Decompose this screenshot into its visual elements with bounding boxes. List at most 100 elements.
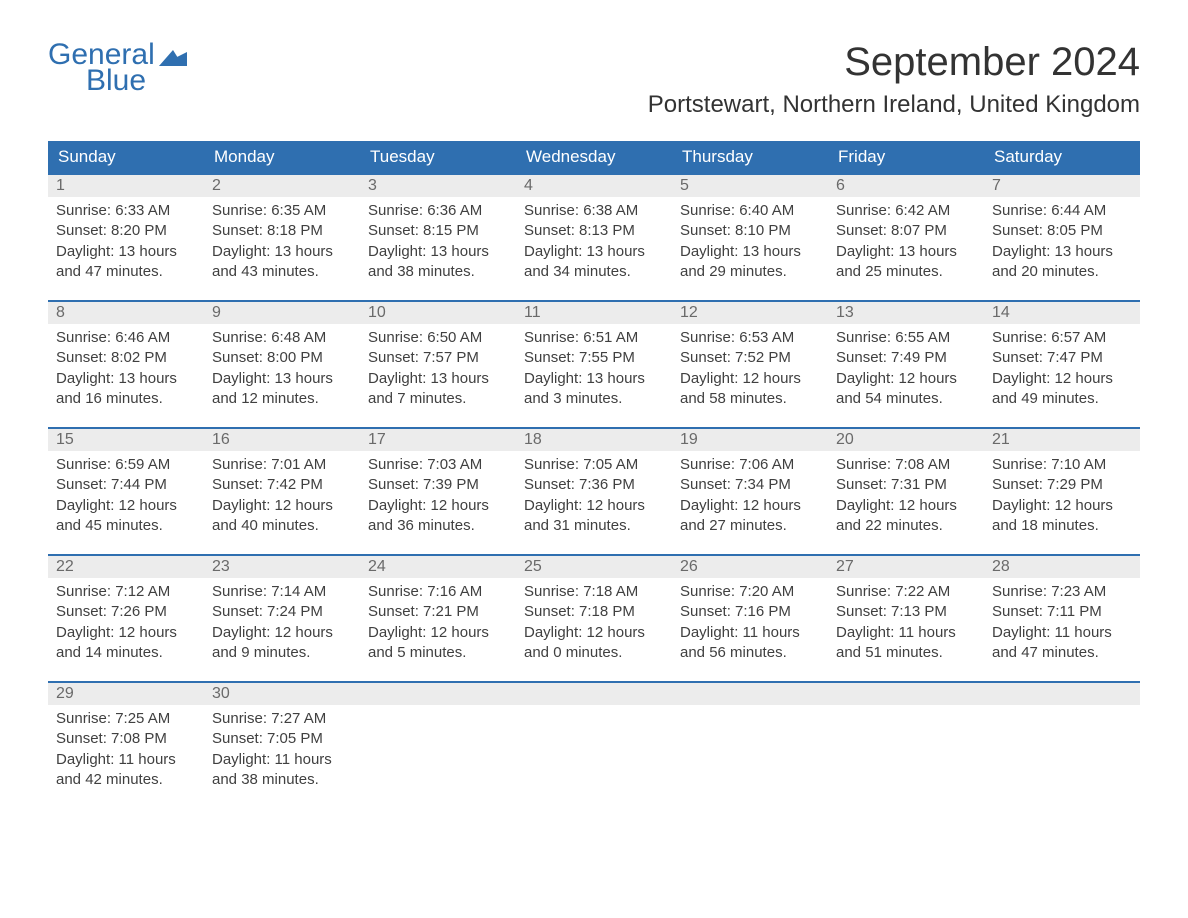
sunset-line: Sunset: 8:05 PM bbox=[992, 221, 1132, 241]
daylight-line-2: and 54 minutes. bbox=[836, 389, 976, 409]
sunrise-line: Sunrise: 6:55 AM bbox=[836, 328, 976, 348]
day-number-cell: 13 bbox=[828, 301, 984, 324]
day-content-cell bbox=[828, 705, 984, 808]
day-content-cell bbox=[360, 705, 516, 808]
day-content-cell bbox=[672, 705, 828, 808]
daylight-line-2: and 27 minutes. bbox=[680, 516, 820, 536]
daylight-line-1: Daylight: 12 hours bbox=[836, 369, 976, 389]
day-number-cell bbox=[828, 682, 984, 705]
sunrise-line: Sunrise: 7:06 AM bbox=[680, 455, 820, 475]
sunset-line: Sunset: 7:05 PM bbox=[212, 729, 352, 749]
daylight-line-1: Daylight: 13 hours bbox=[992, 242, 1132, 262]
daylight-line-1: Daylight: 13 hours bbox=[524, 242, 664, 262]
daylight-line-2: and 45 minutes. bbox=[56, 516, 196, 536]
day-number-cell: 29 bbox=[48, 682, 204, 705]
day-content-cell: Sunrise: 6:55 AMSunset: 7:49 PMDaylight:… bbox=[828, 324, 984, 428]
daylight-line-2: and 51 minutes. bbox=[836, 643, 976, 663]
sunrise-line: Sunrise: 6:36 AM bbox=[368, 201, 508, 221]
header-block: General Blue September 2024 Portstewart,… bbox=[48, 40, 1140, 133]
sunset-line: Sunset: 7:44 PM bbox=[56, 475, 196, 495]
sunset-line: Sunset: 7:11 PM bbox=[992, 602, 1132, 622]
sunrise-line: Sunrise: 6:40 AM bbox=[680, 201, 820, 221]
day-header: Sunday bbox=[48, 141, 204, 174]
daylight-line-1: Daylight: 12 hours bbox=[368, 623, 508, 643]
week-daynum-row: 22232425262728 bbox=[48, 555, 1140, 578]
day-number-cell: 26 bbox=[672, 555, 828, 578]
sunrise-line: Sunrise: 6:57 AM bbox=[992, 328, 1132, 348]
day-number-cell bbox=[360, 682, 516, 705]
day-number-cell: 24 bbox=[360, 555, 516, 578]
day-number-cell: 22 bbox=[48, 555, 204, 578]
sunset-line: Sunset: 7:39 PM bbox=[368, 475, 508, 495]
day-content-cell: Sunrise: 6:33 AMSunset: 8:20 PMDaylight:… bbox=[48, 197, 204, 301]
day-content-cell: Sunrise: 6:53 AMSunset: 7:52 PMDaylight:… bbox=[672, 324, 828, 428]
daylight-line-2: and 7 minutes. bbox=[368, 389, 508, 409]
sunset-line: Sunset: 8:15 PM bbox=[368, 221, 508, 241]
sunrise-line: Sunrise: 7:01 AM bbox=[212, 455, 352, 475]
sunrise-line: Sunrise: 6:35 AM bbox=[212, 201, 352, 221]
daylight-line-1: Daylight: 13 hours bbox=[212, 242, 352, 262]
daylight-line-1: Daylight: 12 hours bbox=[992, 496, 1132, 516]
daylight-line-1: Daylight: 13 hours bbox=[836, 242, 976, 262]
week-content-row: Sunrise: 7:25 AMSunset: 7:08 PMDaylight:… bbox=[48, 705, 1140, 808]
daylight-line-2: and 34 minutes. bbox=[524, 262, 664, 282]
daylight-line-2: and 42 minutes. bbox=[56, 770, 196, 790]
sunset-line: Sunset: 7:31 PM bbox=[836, 475, 976, 495]
daylight-line-1: Daylight: 13 hours bbox=[212, 369, 352, 389]
daylight-line-1: Daylight: 12 hours bbox=[212, 496, 352, 516]
week-daynum-row: 1234567 bbox=[48, 174, 1140, 197]
sunrise-line: Sunrise: 7:05 AM bbox=[524, 455, 664, 475]
sunrise-calendar: SundayMondayTuesdayWednesdayThursdayFrid… bbox=[48, 141, 1140, 808]
week-content-row: Sunrise: 6:33 AMSunset: 8:20 PM Daylight:… bbox=[48, 197, 1140, 301]
week-daynum-row: 15161718192021 bbox=[48, 428, 1140, 451]
daylight-line-2: and 16 minutes. bbox=[56, 389, 196, 409]
daylight-line-2: and 31 minutes. bbox=[524, 516, 664, 536]
sunset-line: Sunset: 8:13 PM bbox=[524, 221, 664, 241]
day-content-cell: Sunrise: 7:10 AMSunset: 7:29 PMDaylight:… bbox=[984, 451, 1140, 555]
daylight-line-2: and 5 minutes. bbox=[368, 643, 508, 663]
daylight-line-2: and 58 minutes. bbox=[680, 389, 820, 409]
daylight-line-1: Daylight: 13 hours bbox=[368, 242, 508, 262]
sunrise-line: Sunrise: 7:25 AM bbox=[56, 709, 196, 729]
day-content-cell: Sunrise: 7:14 AMSunset: 7:24 PMDaylight:… bbox=[204, 578, 360, 682]
month-title: September 2024 bbox=[648, 40, 1140, 85]
day-header-row: SundayMondayTuesdayWednesdayThursdayFrid… bbox=[48, 141, 1140, 174]
day-content-cell: Sunrise: 7:25 AMSunset: 7:08 PMDaylight:… bbox=[48, 705, 204, 808]
day-content-cell: Sunrise: 6:48 AMSunset: 8:00 PMDaylight:… bbox=[204, 324, 360, 428]
sunrise-line: Sunrise: 7:14 AM bbox=[212, 582, 352, 602]
daylight-line-2: and 3 minutes. bbox=[524, 389, 664, 409]
day-number-cell: 17 bbox=[360, 428, 516, 451]
day-content-cell: Sunrise: 7:22 AMSunset: 7:13 PMDaylight:… bbox=[828, 578, 984, 682]
day-number-cell: 23 bbox=[204, 555, 360, 578]
sunrise-line: Sunrise: 6:33 AM bbox=[56, 201, 196, 221]
day-header: Friday bbox=[828, 141, 984, 174]
daylight-line-2: and 38 minutes. bbox=[212, 770, 352, 790]
location-subtitle: Portstewart, Northern Ireland, United Ki… bbox=[648, 91, 1140, 119]
day-number-cell: 4 bbox=[516, 174, 672, 197]
sunset-line: Sunset: 7:55 PM bbox=[524, 348, 664, 368]
daylight-line-1: Daylight: 12 hours bbox=[212, 623, 352, 643]
sunrise-line: Sunrise: 7:12 AM bbox=[56, 582, 196, 602]
day-content-cell: Sunrise: 6:35 AMSunset: 8:18 PMDaylight:… bbox=[204, 197, 360, 301]
day-number-cell: 3 bbox=[360, 174, 516, 197]
sunrise-line: Sunrise: 7:23 AM bbox=[992, 582, 1132, 602]
daylight-line-2: and 22 minutes. bbox=[836, 516, 976, 536]
daylight-line-2: and 47 minutes. bbox=[992, 643, 1132, 663]
day-content-cell: Sunrise: 6:50 AMSunset: 7:57 PMDaylight:… bbox=[360, 324, 516, 428]
sunset-line: Sunset: 8:20 PM bbox=[56, 221, 196, 241]
sunrise-line: Sunrise: 6:53 AM bbox=[680, 328, 820, 348]
day-number-cell: 2 bbox=[204, 174, 360, 197]
day-number-cell: 7 bbox=[984, 174, 1140, 197]
daylight-line-1: Daylight: 11 hours bbox=[212, 750, 352, 770]
day-header: Tuesday bbox=[360, 141, 516, 174]
daylight-line-1: Daylight: 12 hours bbox=[524, 496, 664, 516]
daylight-line-1: Daylight: 11 hours bbox=[992, 623, 1132, 643]
day-number-cell: 28 bbox=[984, 555, 1140, 578]
sunset-line: Sunset: 8:00 PM bbox=[212, 348, 352, 368]
daylight-line-2: and 18 minutes. bbox=[992, 516, 1132, 536]
day-number-cell: 21 bbox=[984, 428, 1140, 451]
sunset-line: Sunset: 7:57 PM bbox=[368, 348, 508, 368]
sunset-line: Sunset: 7:42 PM bbox=[212, 475, 352, 495]
week-content-row: Sunrise: 6:46 AMSunset: 8:02 PMDaylight:… bbox=[48, 324, 1140, 428]
daylight-line-2: and 43 minutes. bbox=[212, 262, 352, 282]
